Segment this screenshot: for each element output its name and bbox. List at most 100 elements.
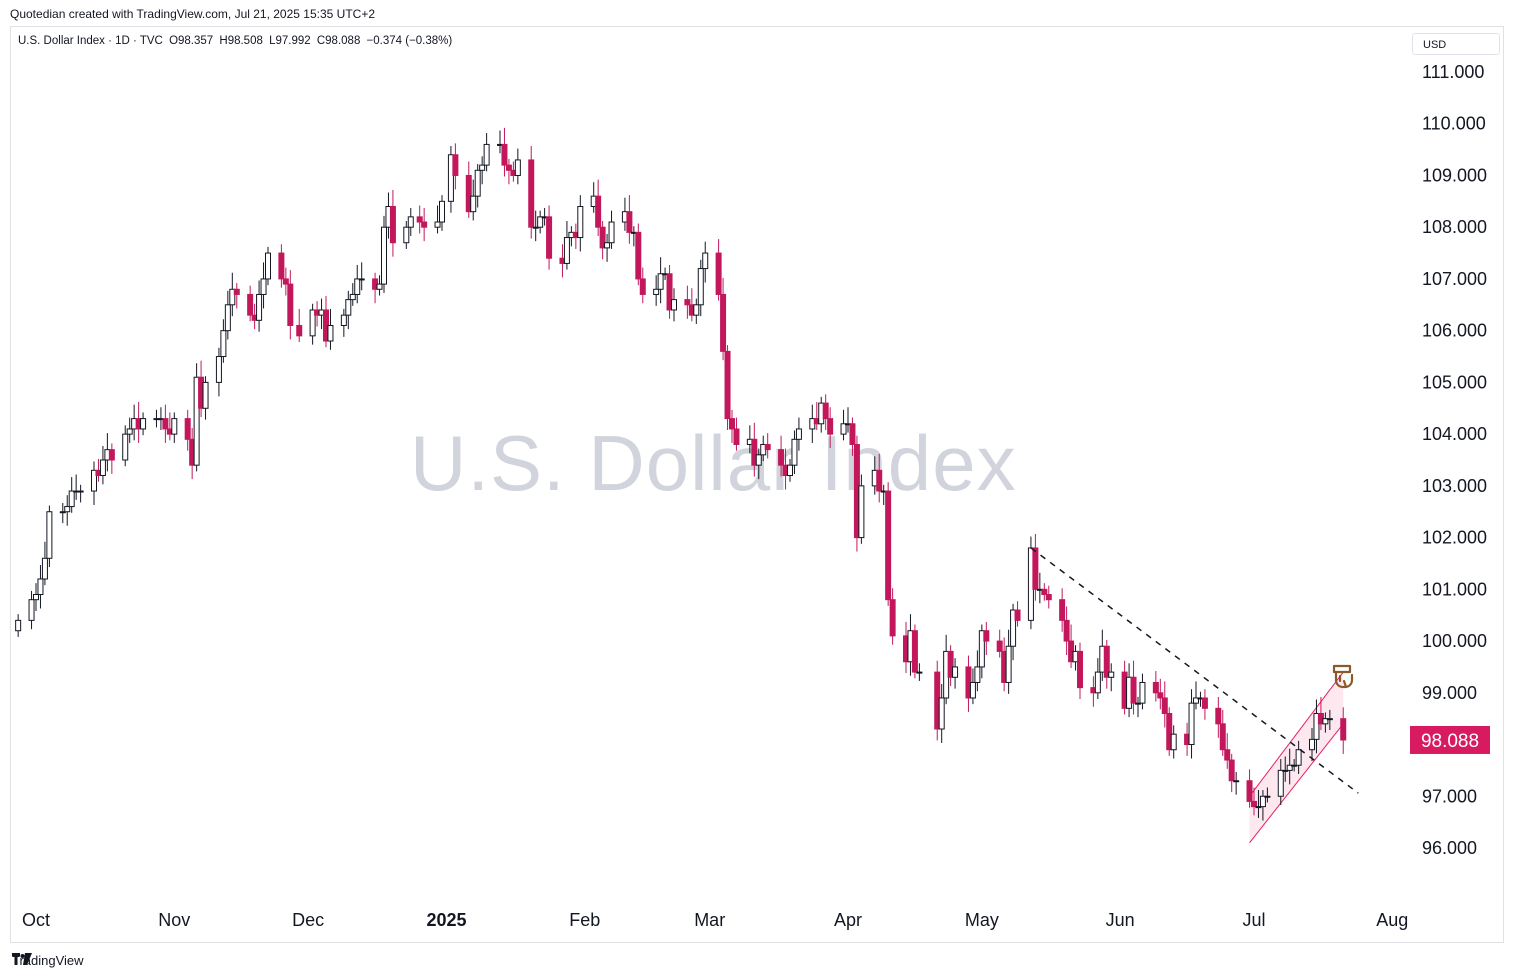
candle-body [822, 402, 829, 420]
candle-body [389, 206, 396, 244]
x-tick-label: Aug [1376, 910, 1408, 930]
candle-body [1094, 671, 1101, 694]
candle-body [885, 490, 892, 601]
candle-body [470, 195, 477, 213]
candle-body [983, 630, 990, 642]
candle-body [421, 221, 428, 228]
candle-body [755, 454, 762, 466]
candle-body [1157, 692, 1164, 699]
candle-body [702, 252, 709, 270]
candle-body [108, 449, 115, 461]
candle-body [381, 226, 387, 285]
candle-body [184, 418, 191, 440]
candle-body [608, 221, 615, 244]
candle-body [720, 293, 727, 352]
tradingview-footer[interactable]: TradingView [12, 953, 84, 968]
candle-body [729, 418, 735, 430]
candle-body [1170, 733, 1177, 751]
candle-body [577, 206, 584, 239]
candle-body [247, 293, 254, 316]
candle-body [91, 469, 97, 492]
candle-body [1166, 712, 1173, 751]
y-tick-label: 100.000 [1422, 631, 1487, 651]
y-tick-label: 103.000 [1422, 476, 1487, 496]
candle-body [1103, 645, 1110, 678]
y-tick-label: 97.000 [1422, 786, 1477, 806]
candle-body [15, 619, 22, 632]
candle-body [439, 200, 445, 223]
candle-body [626, 211, 633, 233]
candle-body [278, 252, 285, 280]
candle-body [715, 252, 722, 295]
candle-body [434, 221, 441, 228]
candle-body [974, 666, 981, 683]
candle-body [1014, 609, 1021, 621]
candle-body [671, 299, 677, 311]
candle-body [787, 464, 793, 477]
high-value: H98.508 [219, 35, 263, 47]
candle-body [969, 681, 976, 699]
candle-body [1201, 697, 1208, 709]
candle-body [1041, 588, 1048, 596]
candle-body [407, 216, 414, 228]
candle-body [1251, 800, 1257, 808]
candle-body [751, 438, 758, 466]
candle-body [938, 697, 945, 730]
candle-body [403, 226, 410, 244]
candle-body [827, 418, 834, 435]
candle-body [1005, 645, 1012, 683]
candle-body [604, 242, 611, 249]
candle-body [1161, 697, 1168, 714]
candle-body [876, 469, 883, 492]
candle-body [340, 314, 347, 326]
candle-body [1313, 712, 1320, 740]
candle-body [528, 159, 535, 228]
candle-body [599, 226, 606, 249]
candle-body [233, 288, 240, 295]
candle-body [546, 216, 553, 259]
candle-body [501, 143, 508, 166]
candle-body [162, 418, 169, 430]
candle-body [376, 283, 383, 290]
candle-body [41, 557, 48, 580]
candle-body [349, 293, 356, 301]
candle-body [465, 174, 472, 213]
currency-selector[interactable]: USD [1412, 33, 1500, 55]
candle-body [229, 288, 236, 306]
candle-body [28, 599, 35, 621]
candle-body [1322, 718, 1329, 725]
candle-body [1108, 671, 1115, 678]
symbol-legend: U.S. Dollar Index · 1D · TVC O98.357 H98… [18, 35, 455, 47]
candle-body [1259, 795, 1266, 808]
candle-body [1286, 764, 1293, 771]
candle-body [452, 154, 459, 176]
candle-body [296, 324, 303, 337]
candle-body [37, 578, 44, 596]
symbol-title[interactable]: U.S. Dollar Index · 1D · TVC [18, 35, 163, 47]
candle-body [260, 278, 267, 295]
y-tick-label: 101.000 [1422, 579, 1487, 599]
candle-body [595, 195, 602, 228]
candle-body [505, 164, 512, 171]
y-tick-label: 108.000 [1422, 217, 1487, 237]
y-tick-label: 109.000 [1422, 165, 1487, 185]
tradingview-logo-icon [12, 953, 32, 965]
x-tick-label: Mar [694, 910, 725, 930]
candle-body [64, 506, 71, 513]
candle-body [657, 273, 664, 290]
candle-body [1277, 769, 1284, 797]
candle-body [791, 438, 798, 466]
y-tick-label: 102.000 [1422, 528, 1487, 548]
candle-body [171, 418, 178, 435]
candle-body [479, 164, 486, 171]
candle-body [858, 485, 865, 539]
candle-body [215, 356, 222, 383]
candle-body [1340, 718, 1347, 741]
x-tick-label: 2025 [426, 910, 466, 930]
candle-body [947, 650, 954, 678]
x-tick-label: Apr [834, 910, 862, 930]
x-tick-label: Feb [569, 910, 600, 930]
candle-body [635, 231, 642, 280]
candle-body [1193, 697, 1199, 704]
